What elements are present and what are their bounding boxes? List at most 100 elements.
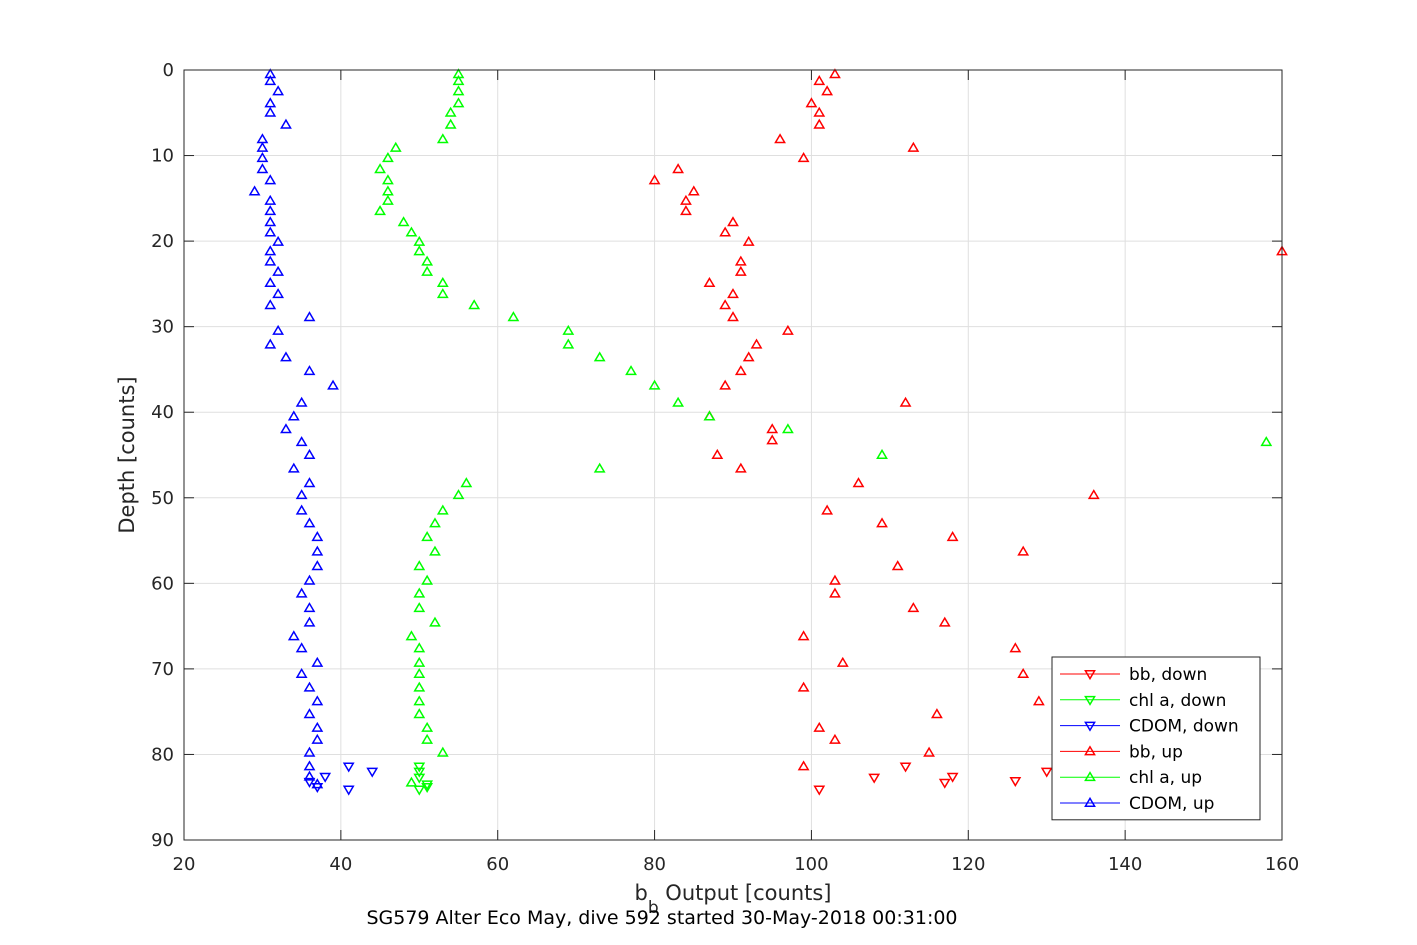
data-point [287,630,300,641]
data-point [366,767,379,778]
data-point [891,560,904,571]
data-point [405,226,418,237]
data-point [687,185,700,196]
data-point [413,681,426,692]
data-point [248,185,261,196]
data-point [805,97,818,108]
data-point [303,760,316,771]
axis-ticks: 20 40 60 80 100 120 140 160 0 10 20 30 40 50 60 70 80 90 [151,60,1299,875]
data-point [311,656,324,667]
y-tick-label: 50 [151,488,174,509]
data-point [452,97,465,108]
data-point [311,531,324,542]
data-point [727,216,739,227]
data-point [813,785,826,796]
data-point [256,152,269,163]
data-point [797,760,810,771]
data-point [766,434,779,445]
data-point [1040,767,1053,778]
data-point [264,75,277,86]
data-point [382,185,394,196]
data-point [931,708,943,719]
data-point [303,311,316,322]
data-point [648,174,661,185]
legend-label: chl a, up [1129,768,1202,788]
data-point [1032,695,1045,706]
data-point [766,423,779,434]
data-point [821,85,834,96]
legend-marker [1084,771,1096,782]
x-axis-label-main: b [634,881,647,905]
data-point [264,245,277,256]
data-point [648,379,661,390]
data-point [821,504,834,515]
data-point [295,436,308,447]
data-point [256,163,269,174]
data-point [899,762,912,773]
x-axis-label-rest: Output [counts] [659,881,832,905]
data-point [280,118,292,129]
y-tick-label: 70 [151,659,174,680]
data-point [593,351,606,362]
y-tick-label: 20 [151,231,174,252]
data-point [562,338,575,349]
data-point [413,642,426,653]
data-point [797,681,810,692]
y-tick-label: 30 [151,317,174,338]
data-point [907,141,920,152]
data-point [734,265,747,276]
data-point [295,642,308,653]
legend-label: bb, down [1129,665,1207,685]
data-point [272,324,285,335]
data-point [272,85,285,96]
data-point [444,106,457,117]
data-point [436,504,449,515]
data-point [413,695,426,706]
data-point [436,288,449,299]
data-point [734,255,747,266]
data-point [727,288,739,299]
legend: bb, down chl a, down CDOM, down bb, up chl a… [1051,656,1261,821]
data-point [421,255,434,266]
data-point [311,695,324,706]
data-point [797,152,810,163]
series-chl-a-up [374,68,1273,787]
x-axis-label-subscript: b [648,898,659,918]
data-point [264,97,277,108]
data-point [280,423,292,434]
data-point [413,708,426,719]
data-point [436,276,449,288]
data-point [295,667,308,678]
x-axis-label: bb Output [counts] [634,881,831,918]
data-point [264,194,277,205]
data-point [719,226,732,237]
data-point [868,773,881,784]
data-point [703,276,716,288]
data-point [429,517,441,528]
x-tick-label: 40 [329,854,352,875]
data-point [421,721,434,732]
data-point [625,365,637,376]
data-point [303,616,316,627]
data-point [429,545,441,556]
chart-caption: SG579 Alter Eco May, dive 592 started 30… [366,907,957,929]
data-point [593,462,606,473]
legend-label: chl a, down [1129,691,1226,711]
data-point [421,265,434,276]
data-point [303,681,316,692]
data-point [303,365,316,376]
data-point [413,785,426,796]
legend-marker [1084,721,1096,732]
legend-label: CDOM, down [1129,717,1239,737]
data-point [672,396,685,407]
y-tick-label: 40 [151,402,174,423]
data-point [311,545,324,556]
data-point [421,780,434,791]
data-point [264,106,277,117]
legend-box [1051,656,1261,821]
data-point [280,351,292,362]
x-tick-label: 20 [173,854,196,875]
series-cdom-up [248,68,339,789]
data-point [436,133,449,144]
